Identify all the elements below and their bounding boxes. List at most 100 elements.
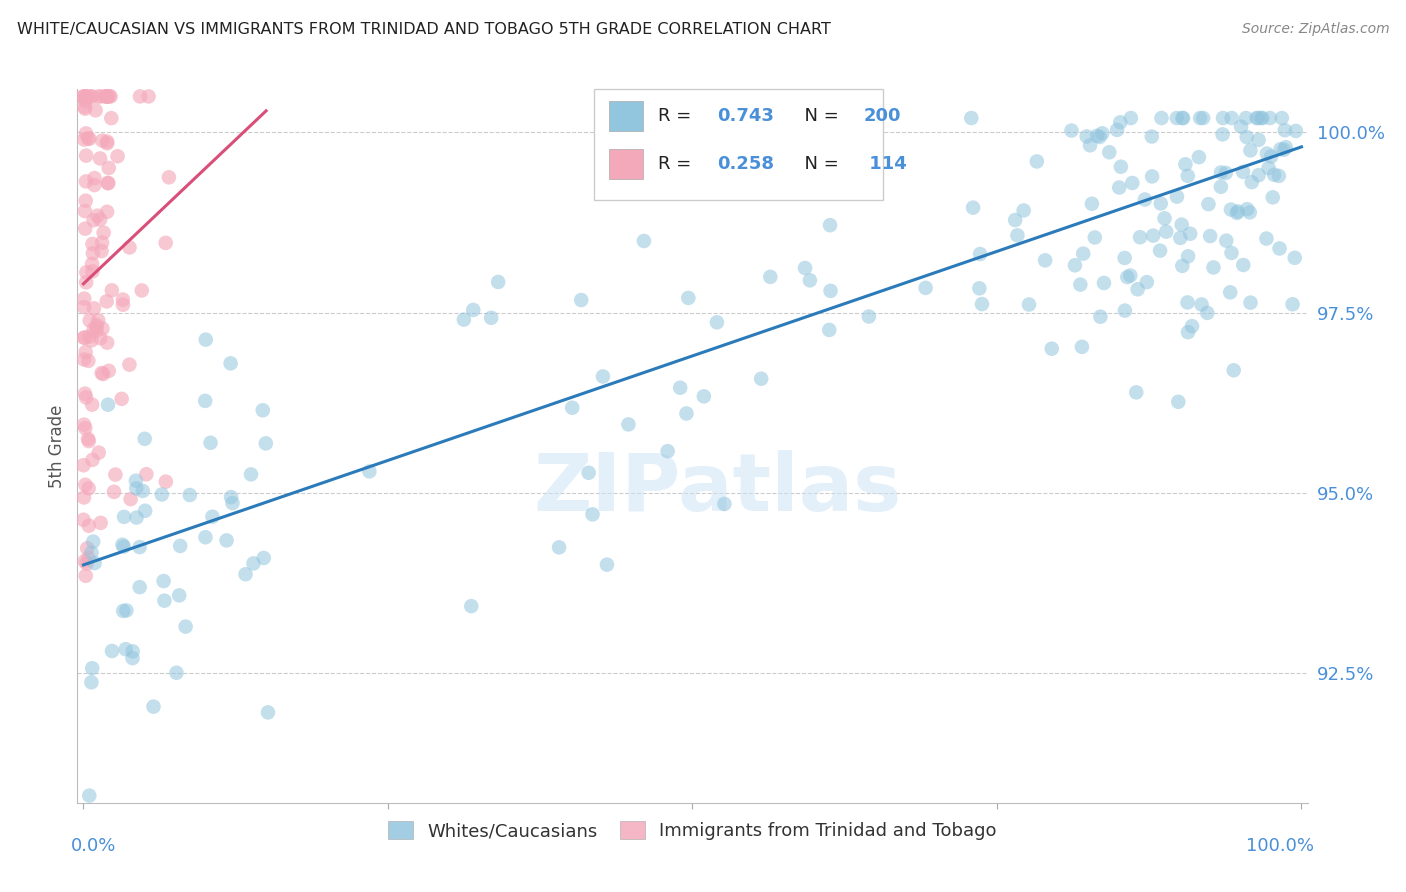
Point bbox=[617, 417, 640, 432]
Point bbox=[713, 497, 735, 511]
Point bbox=[960, 111, 983, 125]
Point bbox=[1069, 277, 1091, 292]
Text: N =: N = bbox=[793, 155, 845, 173]
Point bbox=[1170, 218, 1192, 232]
Point bbox=[194, 530, 217, 544]
Point bbox=[82, 246, 104, 260]
Point bbox=[115, 603, 138, 617]
Point bbox=[83, 178, 105, 192]
Point bbox=[1215, 166, 1237, 180]
Point bbox=[1232, 165, 1254, 179]
Point bbox=[1199, 229, 1222, 244]
Point bbox=[83, 171, 105, 186]
Point bbox=[1246, 111, 1268, 125]
Point bbox=[107, 149, 129, 163]
Point bbox=[1219, 202, 1241, 217]
Point bbox=[1240, 175, 1263, 189]
Point bbox=[858, 310, 880, 324]
Point bbox=[73, 204, 96, 219]
Point bbox=[969, 281, 991, 295]
Point bbox=[561, 401, 583, 415]
Point bbox=[1012, 203, 1035, 218]
Point bbox=[1236, 202, 1258, 216]
Point bbox=[121, 651, 143, 665]
Point bbox=[73, 91, 96, 105]
Point bbox=[1202, 260, 1225, 275]
Point bbox=[254, 436, 277, 450]
Point bbox=[1108, 180, 1130, 194]
Point bbox=[166, 665, 188, 680]
Point bbox=[73, 300, 96, 314]
Point bbox=[75, 102, 97, 116]
Point bbox=[73, 133, 96, 147]
Point bbox=[1133, 193, 1156, 207]
Point bbox=[219, 490, 242, 504]
Point bbox=[1230, 120, 1253, 134]
Text: R =: R = bbox=[658, 107, 697, 125]
Point bbox=[1084, 230, 1107, 244]
Point bbox=[1125, 385, 1147, 400]
Point bbox=[1071, 340, 1094, 354]
Point bbox=[73, 292, 96, 306]
Point bbox=[962, 201, 984, 215]
Point bbox=[73, 386, 96, 401]
Point bbox=[152, 574, 174, 588]
Point bbox=[73, 100, 96, 114]
Point bbox=[72, 513, 94, 527]
Point bbox=[79, 789, 101, 803]
Point bbox=[94, 89, 117, 103]
Point bbox=[167, 588, 190, 602]
Point bbox=[1239, 295, 1261, 310]
Point bbox=[1142, 228, 1164, 243]
Bar bbox=[609, 102, 644, 131]
Point bbox=[1285, 124, 1308, 138]
Point bbox=[1167, 394, 1189, 409]
Point bbox=[75, 568, 97, 582]
Point bbox=[112, 604, 135, 618]
Point bbox=[96, 89, 118, 103]
Point bbox=[155, 235, 177, 250]
Point bbox=[1114, 303, 1136, 318]
Point bbox=[1258, 111, 1281, 125]
Point bbox=[1219, 285, 1241, 300]
Point bbox=[82, 661, 104, 675]
Point bbox=[1166, 111, 1188, 125]
Point bbox=[759, 269, 782, 284]
Point bbox=[1174, 157, 1197, 171]
Point bbox=[80, 89, 103, 103]
Point bbox=[1091, 126, 1114, 140]
Point bbox=[200, 435, 222, 450]
Point bbox=[111, 298, 134, 312]
Text: ZIPatlas: ZIPatlas bbox=[533, 450, 901, 528]
Point bbox=[174, 619, 197, 633]
Point bbox=[453, 312, 475, 326]
Point bbox=[118, 240, 141, 254]
Point bbox=[75, 89, 97, 103]
Point bbox=[79, 132, 101, 146]
Point bbox=[87, 89, 110, 103]
Point bbox=[1220, 246, 1243, 260]
Point bbox=[1040, 342, 1063, 356]
Point bbox=[1119, 111, 1142, 125]
Point bbox=[1025, 154, 1047, 169]
Point bbox=[90, 516, 112, 530]
Point bbox=[592, 369, 614, 384]
Point bbox=[1268, 242, 1291, 256]
Point bbox=[114, 642, 136, 657]
Point bbox=[1239, 144, 1261, 158]
Point bbox=[794, 260, 817, 275]
Point bbox=[75, 194, 97, 208]
Point bbox=[706, 315, 728, 329]
Point bbox=[96, 294, 118, 309]
Point bbox=[820, 284, 842, 298]
Point bbox=[215, 533, 238, 548]
Point bbox=[132, 483, 155, 498]
Point bbox=[1247, 111, 1270, 125]
Point bbox=[75, 390, 97, 404]
Point bbox=[75, 276, 97, 290]
Point bbox=[1140, 169, 1163, 184]
Point bbox=[1260, 150, 1282, 164]
Point bbox=[1071, 246, 1094, 260]
Point bbox=[1281, 297, 1303, 311]
Point bbox=[1197, 306, 1219, 320]
